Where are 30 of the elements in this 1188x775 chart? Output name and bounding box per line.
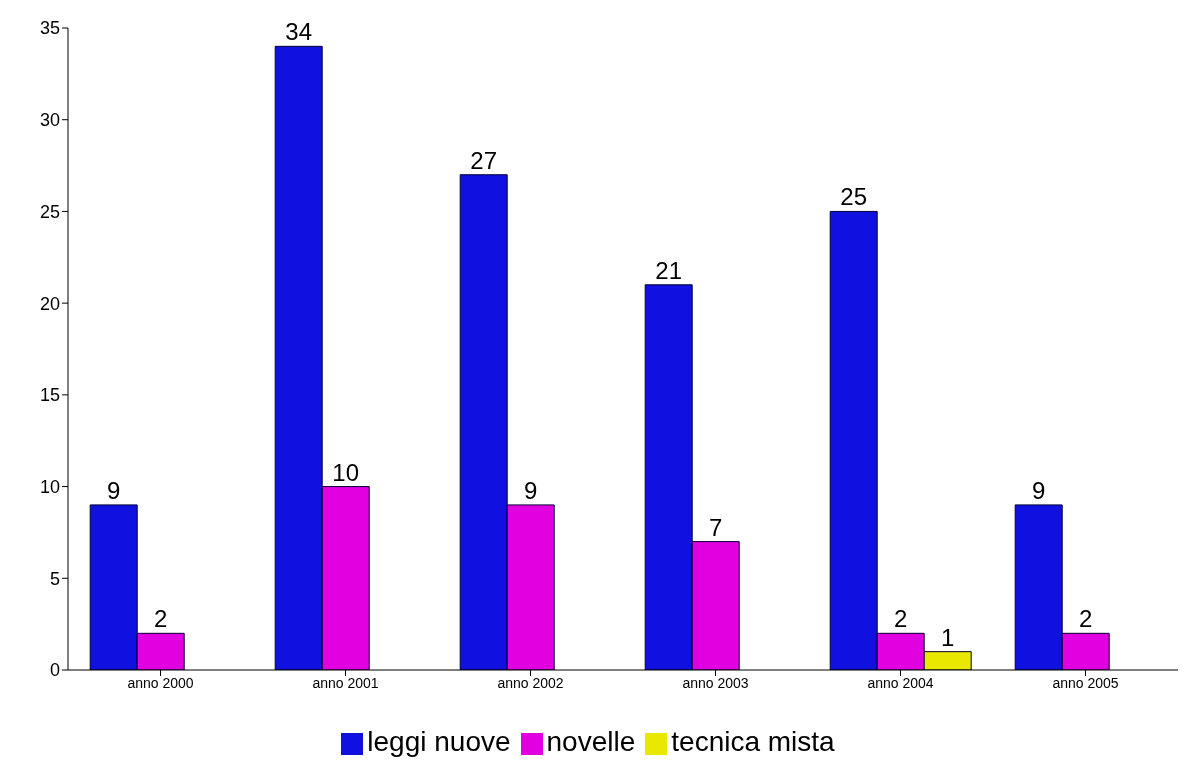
y-tick-label: 5	[49, 568, 60, 589]
legend-label: novelle	[546, 726, 636, 757]
x-tick-label: anno 2000	[127, 674, 194, 691]
y-tick-label: 30	[39, 110, 60, 131]
y-tick-label: 25	[39, 201, 60, 222]
data-label: 10	[332, 458, 360, 486]
data-label: 9	[1032, 476, 1046, 504]
data-label: 34	[285, 18, 313, 46]
data-label: 2	[154, 605, 168, 633]
y-tick-label: 35	[39, 18, 60, 39]
data-label: 9	[524, 476, 538, 504]
data-label: 9	[107, 476, 121, 504]
x-tick-label: anno 2005	[1052, 674, 1119, 691]
data-label: 1	[941, 623, 955, 651]
x-tick-label: anno 2001	[312, 674, 379, 691]
y-tick-label: 10	[39, 476, 60, 497]
y-tick-label: 15	[39, 385, 60, 406]
data-label: 25	[840, 183, 868, 211]
x-tick-label: anno 2002	[497, 674, 564, 691]
y-tick-label: 0	[49, 660, 60, 681]
data-label: 21	[655, 256, 683, 284]
data-label: 2	[1079, 605, 1093, 633]
legend-label: tecnica mista	[671, 726, 835, 757]
data-label: 2	[894, 605, 908, 633]
legend-label: leggi nuove	[367, 726, 511, 757]
data-label: 7	[709, 513, 723, 541]
y-tick-label: 20	[39, 293, 60, 314]
data-label: 27	[470, 146, 498, 174]
x-tick-label: anno 2004	[867, 674, 934, 691]
x-tick-label: anno 2003	[682, 674, 749, 691]
